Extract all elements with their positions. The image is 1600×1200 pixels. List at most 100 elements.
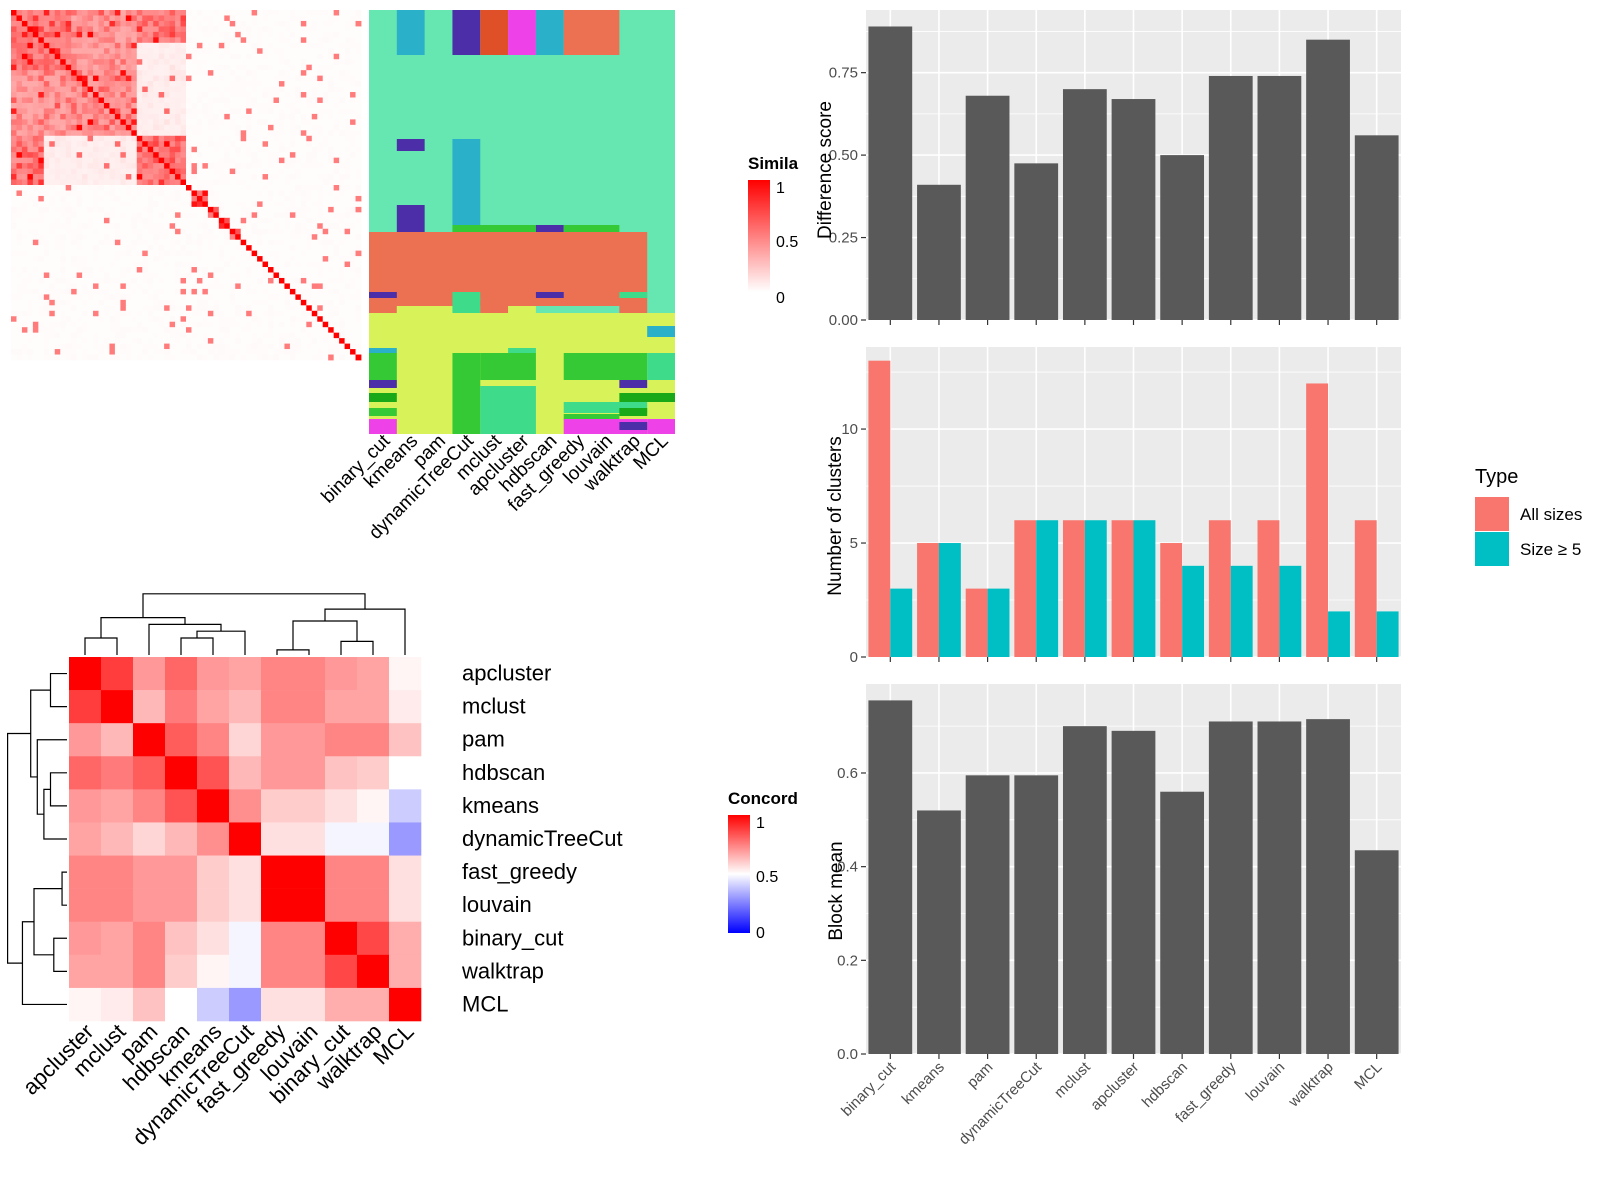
similarity-cell xyxy=(235,190,242,197)
similarity-cell xyxy=(175,174,181,180)
similarity-cell xyxy=(333,327,340,334)
similarity-cell xyxy=(49,206,56,213)
similarity-cell xyxy=(251,195,258,202)
similarity-cell xyxy=(191,42,198,49)
similarity-cell xyxy=(65,195,72,202)
similarity-cell xyxy=(257,70,263,77)
similarity-cell xyxy=(71,141,78,148)
similarity-cell xyxy=(202,201,209,208)
similarity-cell xyxy=(224,223,231,230)
similarity-cell xyxy=(284,267,291,273)
similarity-cell xyxy=(49,53,56,60)
similarity-cell xyxy=(322,15,329,22)
similarity-cell xyxy=(207,102,214,109)
similarity-cell xyxy=(196,195,203,202)
similarity-cell xyxy=(136,174,143,180)
similarity-cell xyxy=(49,37,56,44)
similarity-cell xyxy=(169,157,176,164)
similarity-cell xyxy=(196,92,203,98)
similarity-cell xyxy=(235,157,242,164)
similarity-cell xyxy=(268,250,274,257)
similarity-cell xyxy=(186,26,192,33)
similarity-cell xyxy=(98,321,105,328)
similarity-cell xyxy=(98,86,105,93)
similarity-cell xyxy=(246,108,253,115)
similarity-cell xyxy=(273,42,280,49)
similarity-cell xyxy=(339,185,345,191)
similarity-cell xyxy=(136,59,143,66)
similarity-cell xyxy=(38,305,45,312)
similarity-cell xyxy=(142,283,149,290)
similarity-cell xyxy=(38,349,45,355)
similarity-cell xyxy=(49,354,56,361)
similarity-cell xyxy=(229,316,236,323)
similarity-cell xyxy=(43,228,50,235)
similarity-cell xyxy=(339,53,345,60)
similarity-cell xyxy=(54,108,61,115)
similarity-cell xyxy=(180,283,187,290)
similarity-cell xyxy=(103,283,110,290)
similarity-cell xyxy=(38,190,45,197)
similarity-cell xyxy=(98,42,105,49)
similarity-cell xyxy=(169,86,176,93)
similarity-cell xyxy=(71,294,78,301)
similarity-cell xyxy=(32,217,39,224)
similarity-cell xyxy=(355,228,362,235)
similarity-cell xyxy=(11,174,17,180)
similarity-cell xyxy=(246,343,253,350)
similarity-cell xyxy=(175,64,181,71)
similarity-cell xyxy=(328,195,335,202)
similarity-cell xyxy=(120,228,127,235)
similarity-cell xyxy=(257,81,263,87)
similarity-cell xyxy=(306,332,313,339)
similarity-cell xyxy=(175,267,181,273)
similarity-cell xyxy=(235,135,242,142)
similarity-cell xyxy=(27,349,34,355)
similarity-cell xyxy=(344,332,351,339)
similarity-cell xyxy=(311,26,318,33)
similarity-cell xyxy=(153,206,160,213)
similarity-cell xyxy=(114,81,121,87)
similarity-cell xyxy=(16,113,23,120)
similarity-cell xyxy=(202,174,209,180)
similarity-cell xyxy=(131,349,138,355)
similarity-cell xyxy=(87,174,94,180)
similarity-cell xyxy=(142,179,149,186)
similarity-cell xyxy=(16,179,23,186)
similarity-cell xyxy=(71,37,78,44)
similarity-cell xyxy=(120,277,127,284)
similarity-cell xyxy=(180,179,187,186)
similarity-cell xyxy=(196,299,203,306)
similarity-cell xyxy=(229,81,236,87)
similarity-cell xyxy=(251,283,258,290)
similarity-cell xyxy=(109,42,116,49)
similarity-cell xyxy=(175,37,181,44)
similarity-cell xyxy=(87,305,94,312)
similarity-cell xyxy=(284,163,291,169)
similarity-cell xyxy=(240,10,247,16)
similarity-cell xyxy=(339,212,345,219)
similarity-cell xyxy=(169,310,176,317)
similarity-cell xyxy=(344,305,351,312)
similarity-cell xyxy=(136,53,143,60)
similarity-cell xyxy=(49,59,56,66)
similarity-cell xyxy=(350,135,356,142)
similarity-cell xyxy=(284,201,291,208)
similarity-cell xyxy=(136,108,143,115)
similarity-cell xyxy=(60,267,67,273)
similarity-cell xyxy=(43,239,50,246)
concordance-cell xyxy=(357,921,390,956)
bar xyxy=(1014,775,1059,1054)
similarity-cell xyxy=(49,338,56,344)
similarity-cell xyxy=(339,37,345,44)
concordance-cell xyxy=(229,954,262,989)
similarity-cell xyxy=(27,250,34,257)
similarity-cell xyxy=(93,228,99,235)
similarity-cell xyxy=(235,119,242,126)
similarity-cell xyxy=(54,64,61,71)
similarity-cell xyxy=(229,212,236,219)
similarity-cell xyxy=(49,124,56,131)
similarity-cell xyxy=(71,245,78,252)
similarity-cell xyxy=(109,64,116,71)
